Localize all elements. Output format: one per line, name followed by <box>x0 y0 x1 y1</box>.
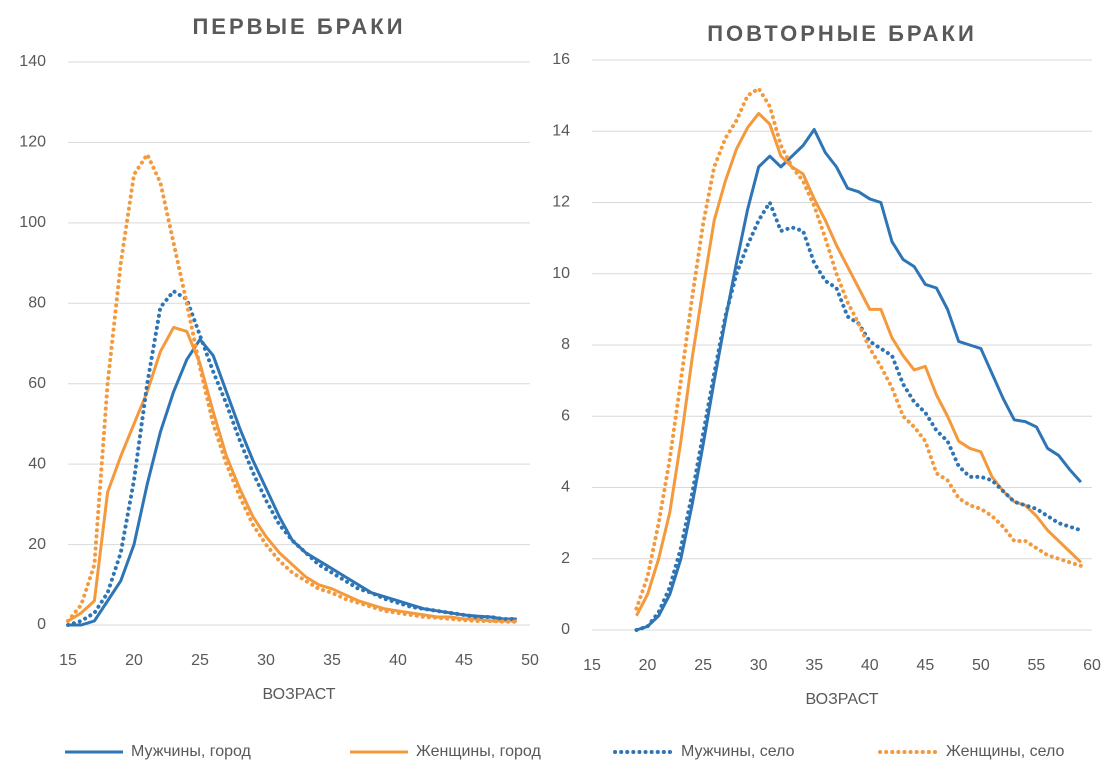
x-tick-label: 15 <box>583 657 601 674</box>
legend-label: Мужчины, село <box>681 743 795 760</box>
line-series <box>634 86 1083 611</box>
x-tick-label: 60 <box>1083 657 1101 674</box>
y-tick-label: 2 <box>561 550 570 567</box>
x-tick-label: 20 <box>639 657 657 674</box>
y-tick-label: 40 <box>28 455 46 472</box>
y-tick-label: 80 <box>28 295 46 312</box>
y-tick-label: 120 <box>19 134 46 151</box>
x-axis-label: ВОЗРАСТ <box>806 691 879 708</box>
x-tick-label: 20 <box>125 652 143 669</box>
x-tick-label: 55 <box>1028 657 1046 674</box>
x-axis-label: ВОЗРАСТ <box>263 686 336 703</box>
y-tick-label: 0 <box>561 621 570 638</box>
x-tick-label: 30 <box>750 657 768 674</box>
x-tick-label: 50 <box>521 652 539 669</box>
chart-title: ПОВТОРНЫЕ БРАКИ <box>707 21 977 46</box>
x-tick-label: 25 <box>191 652 209 669</box>
x-tick-label: 35 <box>323 652 341 669</box>
y-tick-label: 60 <box>28 375 46 392</box>
y-tick-label: 14 <box>552 122 570 139</box>
legend-label: Женщины, село <box>946 743 1065 760</box>
y-tick-label: 100 <box>19 214 46 231</box>
y-tick-label: 10 <box>552 265 570 282</box>
line-series <box>66 152 519 624</box>
x-tick-label: 40 <box>861 657 879 674</box>
y-tick-label: 16 <box>552 51 570 68</box>
x-tick-label: 45 <box>455 652 473 669</box>
x-tick-label: 30 <box>257 652 275 669</box>
y-tick-label: 12 <box>552 194 570 211</box>
x-tick-label: 15 <box>59 652 77 669</box>
y-tick-label: 20 <box>28 536 46 553</box>
x-tick-label: 40 <box>389 652 407 669</box>
x-tick-label: 25 <box>694 657 712 674</box>
y-tick-label: 8 <box>561 336 570 353</box>
x-tick-label: 35 <box>805 657 823 674</box>
legend-label: Мужчины, город <box>131 743 252 760</box>
y-tick-label: 6 <box>561 407 570 424</box>
legend-label: Женщины, город <box>416 743 541 760</box>
x-tick-label: 45 <box>916 657 934 674</box>
x-tick-label: 50 <box>972 657 990 674</box>
line-series <box>635 127 1083 632</box>
line-series <box>66 289 519 627</box>
line-series <box>68 337 517 627</box>
chart-title: ПЕРВЫЕ БРАКИ <box>192 14 405 39</box>
y-tick-label: 0 <box>37 616 46 633</box>
y-tick-label: 4 <box>561 479 570 496</box>
y-tick-label: 140 <box>19 53 46 70</box>
